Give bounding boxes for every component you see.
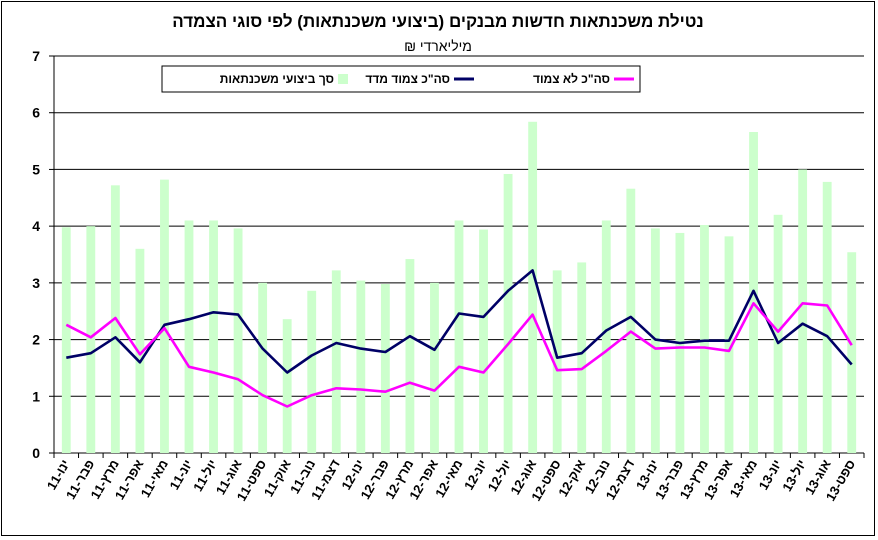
bar: [258, 282, 268, 453]
bar: [552, 270, 562, 453]
y-tick-label: 5: [32, 161, 40, 177]
bar: [479, 229, 488, 453]
bar: [86, 226, 96, 453]
bar: [282, 319, 292, 453]
y-tick-label: 3: [32, 275, 40, 291]
y-tick-label: 6: [32, 105, 40, 121]
bar: [626, 188, 636, 453]
bar: [135, 248, 145, 453]
legend-label: סך ביצועי משכנתאות: [220, 72, 334, 86]
bar: [724, 236, 734, 453]
bar: [356, 280, 366, 453]
bar: [307, 290, 317, 453]
bar: [577, 262, 587, 453]
bar: [405, 259, 415, 453]
bar: [209, 220, 218, 453]
chart-subtitle: מיליארדי ₪: [404, 38, 472, 54]
bar: [380, 283, 390, 453]
y-tick-label: 7: [32, 48, 40, 64]
legend-swatch: [338, 74, 348, 84]
bar: [601, 220, 611, 453]
bar: [700, 225, 709, 453]
legend-label: סה"כ לא צמוד: [533, 72, 610, 86]
bar: [798, 169, 808, 453]
bar: [454, 220, 464, 453]
legend-box: [161, 65, 641, 93]
chart-title: נטילת משכנתאות חדשות מבנקים (ביצועי משכנ…: [172, 12, 704, 31]
bar: [61, 227, 71, 453]
bar: [847, 252, 857, 453]
bar: [184, 220, 194, 453]
bar: [160, 179, 169, 453]
y-tick-label: 4: [32, 218, 40, 234]
bar: [822, 181, 832, 454]
y-tick-label: 2: [32, 332, 40, 348]
series-line: [65, 301, 853, 408]
legend-label: סה"כ צמוד מדד: [365, 72, 450, 86]
bar: [233, 228, 243, 453]
bar: [528, 121, 538, 453]
legend: סה"כ לא צמוד סה"כ צמוד מדד סך ביצועי משכנת…: [161, 65, 641, 93]
bar: [430, 282, 439, 453]
bar: [773, 214, 783, 453]
bar: [331, 270, 341, 453]
series-line: [66, 269, 853, 374]
y-tick-label: 0: [32, 445, 40, 461]
bar: [503, 173, 513, 454]
y-tick-label: 1: [32, 388, 40, 404]
